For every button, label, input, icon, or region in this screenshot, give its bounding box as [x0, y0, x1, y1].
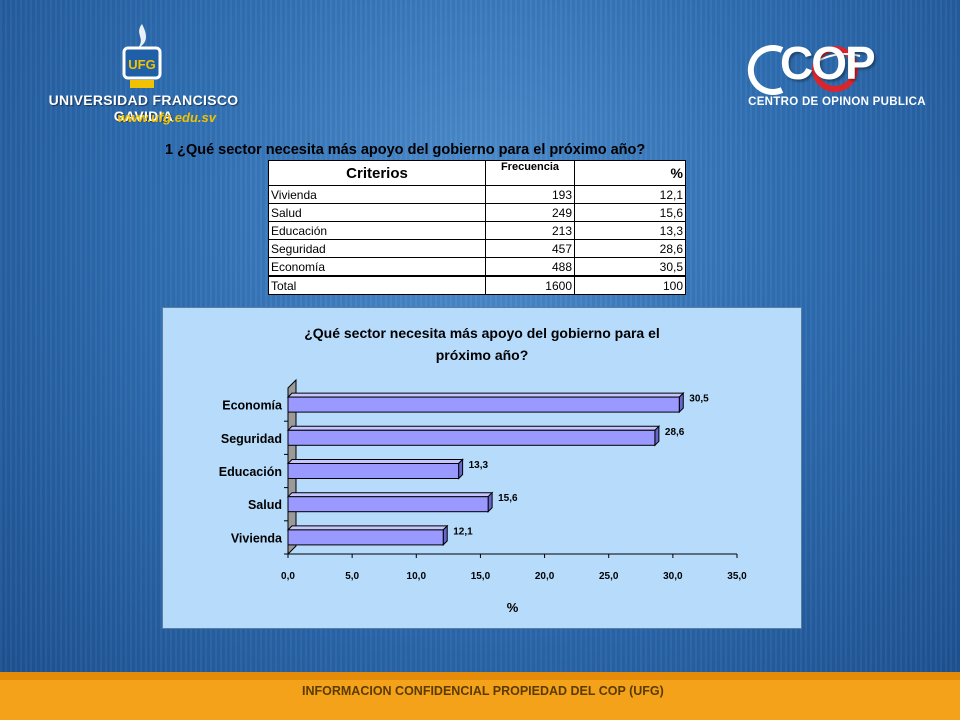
cell-pct: 13,3 [574, 221, 686, 240]
x-tick-label: 35,0 [727, 571, 747, 582]
cell-pct: 15,6 [574, 203, 686, 222]
x-axis-label: % [507, 600, 519, 615]
y-category-label: Economía [222, 399, 283, 413]
bar-top [286, 459, 464, 464]
cell-pct: 12,1 [574, 185, 686, 204]
cop-subtitle: CENTRO DE OPINON PUBLICA [748, 96, 926, 108]
ufg-emblem-text: UFG [128, 57, 155, 72]
bar [287, 429, 656, 446]
bar-side [487, 491, 493, 513]
bar [287, 529, 444, 546]
cell-label: Total [268, 275, 486, 295]
cell-label: Seguridad [268, 239, 486, 258]
cell-label: Economía [268, 257, 486, 277]
header-frecuencia: Frecuencia [485, 160, 575, 186]
y-category-label: Salud [248, 498, 282, 512]
y-category-label: Educación [219, 465, 282, 479]
header-criterios: Criterios [268, 160, 486, 186]
x-tick-label: 0,0 [281, 571, 295, 582]
chart-title-line-1: ¿Qué sector necesita más apoyo del gobie… [304, 325, 660, 341]
table-row: Economía 488 30,5 [268, 257, 686, 277]
bar-side [458, 458, 464, 480]
chart-title-line-2: próximo año? [435, 347, 529, 363]
x-tick-label: 15,0 [471, 571, 491, 582]
cop-logo-text: COP [780, 37, 876, 89]
cell-label: Vivienda [268, 185, 486, 204]
cell-pct: 30,5 [574, 257, 686, 277]
bar-chart: 0,0 5,0 10,0 15,0 20,0 25,0 30,0 35,0% Vivienda 1… [219, 378, 747, 615]
table-row: Vivienda 193 12,1 [268, 185, 686, 204]
data-label: 12,1 [453, 526, 473, 537]
bar-top [286, 525, 449, 531]
question-title: 1 ¿Qué sector necesita más apoyo del gob… [165, 142, 646, 158]
ufg-url: www.ufg.edu.sv [117, 110, 216, 125]
table-row: Educación 213 13,3 [268, 221, 686, 240]
x-tick-label: 25,0 [599, 571, 619, 582]
table-total-row: Total 1600 100 [268, 275, 686, 295]
data-label: 30,5 [689, 394, 709, 405]
cell-freq: 488 [485, 257, 575, 277]
frequency-table: Criterios Frecuencia % Vivienda 193 12,1… [268, 160, 686, 295]
cell-freq: 213 [485, 221, 575, 240]
data-label: 15,6 [498, 493, 518, 504]
bar-top [286, 392, 685, 398]
chart-panel: ¿Qué sector necesita más apoyo del gobie… [162, 307, 802, 629]
x-tick-label: 20,0 [535, 571, 555, 582]
cop-swoosh-icon [747, 45, 861, 95]
data-label: 13,3 [469, 460, 489, 471]
cell-freq: 1600 [485, 275, 575, 295]
cell-freq: 457 [485, 239, 575, 258]
table-header-row: Criterios Frecuencia % [268, 160, 686, 186]
ufg-name: UNIVERSIDAD FRANCISCO GAVIDIA [48, 92, 239, 124]
ufg-logo: UFG UNIVERSIDAD FRANCISCO GAVIDIA www.uf… [36, 22, 251, 132]
bar-side [654, 425, 660, 447]
data-label: 28,6 [665, 427, 685, 438]
x-tick-label: 5,0 [345, 571, 359, 582]
bar-top [286, 492, 494, 498]
y-category-label: Vivienda [231, 531, 283, 545]
header-percent: % [574, 160, 686, 186]
x-tick-label: 10,0 [407, 571, 427, 582]
cell-pct: 28,6 [574, 239, 686, 258]
bar [287, 463, 460, 479]
ufg-emblem-icon: UFG [122, 24, 162, 88]
table-row: Salud 249 15,6 [268, 203, 686, 222]
bar-top [286, 425, 661, 431]
footer-text: INFORMACION CONFIDENCIAL PROPIEDAD DEL C… [302, 684, 664, 698]
table-row: Seguridad 457 28,6 [268, 239, 686, 258]
cell-label: Salud [268, 203, 486, 222]
chart-title: ¿Qué sector necesita más apoyo del gobie… [163, 322, 801, 366]
cell-freq: 249 [485, 203, 575, 222]
x-tick-label: 30,0 [663, 571, 683, 582]
cell-freq: 193 [485, 185, 575, 204]
bar-side [678, 391, 684, 414]
y-category-label: Seguridad [221, 432, 282, 446]
cell-label: Educación [268, 221, 486, 240]
bar-side [442, 524, 448, 547]
cop-logo: COP CENTRO DE OPINON PUBLICA [742, 37, 932, 112]
bar [287, 396, 680, 413]
bar [287, 496, 489, 513]
footer-bar: INFORMACION CONFIDENCIAL PROPIEDAD DEL C… [0, 672, 960, 720]
cell-pct: 100 [574, 275, 686, 295]
